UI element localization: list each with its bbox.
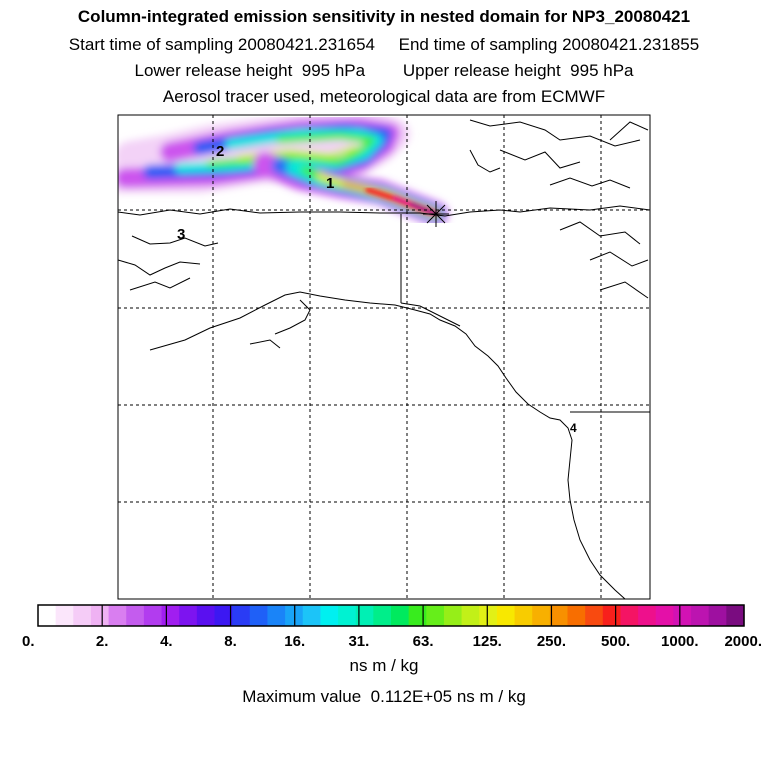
colorbar-cell bbox=[214, 605, 233, 626]
colorbar-frame bbox=[37, 604, 745, 627]
colorbar-tick-label: 1000. bbox=[661, 633, 699, 650]
plume-label-3: 3 bbox=[177, 226, 185, 243]
plot-title: Column-integrated emission sensitivity i… bbox=[77, 7, 691, 26]
colorbar-cell bbox=[249, 605, 269, 626]
map-panel: 1 2 3 4 bbox=[117, 114, 651, 600]
colorbar-tick-label: 250. bbox=[537, 633, 566, 650]
colorbar-tick-label: 500. bbox=[601, 633, 630, 650]
colorbar-tick-label: 8. bbox=[224, 633, 237, 650]
colorbar-cell bbox=[620, 605, 639, 626]
colorbar-tick-label: 4. bbox=[160, 633, 173, 650]
colorbar-cell bbox=[38, 605, 57, 626]
colorbar-cells bbox=[38, 605, 745, 626]
colorbar-cell bbox=[443, 605, 463, 626]
release-location-marker bbox=[423, 201, 449, 227]
plume-label-2: 2 bbox=[216, 143, 224, 160]
colorbar-cell bbox=[691, 605, 710, 626]
colorbar-cell bbox=[708, 605, 727, 626]
colorbar-tick-label: 0. bbox=[22, 633, 35, 650]
colorbar-cell bbox=[479, 605, 498, 626]
colorbar-cell bbox=[73, 605, 92, 626]
colorbar-cell bbox=[55, 605, 74, 626]
colorbar-cell bbox=[532, 605, 551, 626]
colorbar-cell bbox=[602, 605, 622, 626]
colorbar-cell bbox=[408, 605, 427, 626]
colorbar-cell bbox=[655, 605, 674, 626]
colorbar-cell bbox=[143, 605, 163, 626]
colorbar-cell bbox=[90, 605, 110, 626]
maximum-value-text: Maximum value 0.112E+05 ns m / kg bbox=[242, 687, 526, 706]
release-height-line: Lower release height 995 hPa Upper relea… bbox=[134, 61, 634, 80]
emission-sensitivity-plume bbox=[118, 115, 448, 226]
colorbar-cell bbox=[373, 605, 392, 626]
colorbar-cell bbox=[320, 605, 339, 626]
tracer-info-line: Aerosol tracer used, meteorological data… bbox=[162, 87, 606, 106]
colorbar-cell bbox=[496, 605, 516, 626]
colorbar-tick-label: 2. bbox=[96, 633, 109, 650]
colorbar-cell bbox=[426, 605, 445, 626]
colorbar-cell bbox=[338, 605, 357, 626]
colorbar-cell bbox=[161, 605, 180, 626]
colorbar-cell bbox=[391, 605, 410, 626]
colorbar-cell bbox=[673, 605, 692, 626]
colorbar-units: ns m / kg bbox=[349, 656, 419, 675]
colorbar-cell bbox=[461, 605, 480, 626]
lat-lon-grid bbox=[118, 115, 650, 599]
colorbar-cell bbox=[514, 605, 533, 626]
colorbar-tick-label: 16. bbox=[284, 633, 305, 650]
colorbar-cell bbox=[585, 605, 604, 626]
sampling-time-line: Start time of sampling 20080421.231654 E… bbox=[68, 35, 700, 54]
colorbar-cell bbox=[549, 605, 569, 626]
colorbar-cell bbox=[196, 605, 216, 626]
colorbar-cell bbox=[126, 605, 145, 626]
colorbar-cell bbox=[179, 605, 198, 626]
colorbar-cell bbox=[638, 605, 657, 626]
colorbar-cell bbox=[108, 605, 127, 626]
colorbar-cell bbox=[267, 605, 286, 626]
colorbar-cell bbox=[232, 605, 251, 626]
colorbar-cell bbox=[726, 605, 745, 626]
colorbar-tick-label: 63. bbox=[413, 633, 434, 650]
plume-label-1: 1 bbox=[326, 175, 334, 192]
coastlines bbox=[118, 119, 650, 599]
colorbar-cell bbox=[567, 605, 586, 626]
colorbar-cell bbox=[355, 605, 374, 626]
colorbar-cell bbox=[302, 605, 321, 626]
colorbar-tick-label: 2000. bbox=[724, 633, 762, 650]
colorbar-cell bbox=[285, 605, 304, 626]
colorbar-tick-label: 125. bbox=[473, 633, 502, 650]
borders bbox=[400, 214, 650, 413]
colorbar-tick-label: 31. bbox=[348, 633, 369, 650]
colorbar-tick-lines bbox=[101, 605, 681, 626]
plume-label-4: 4 bbox=[570, 421, 577, 435]
map-frame bbox=[117, 114, 651, 600]
